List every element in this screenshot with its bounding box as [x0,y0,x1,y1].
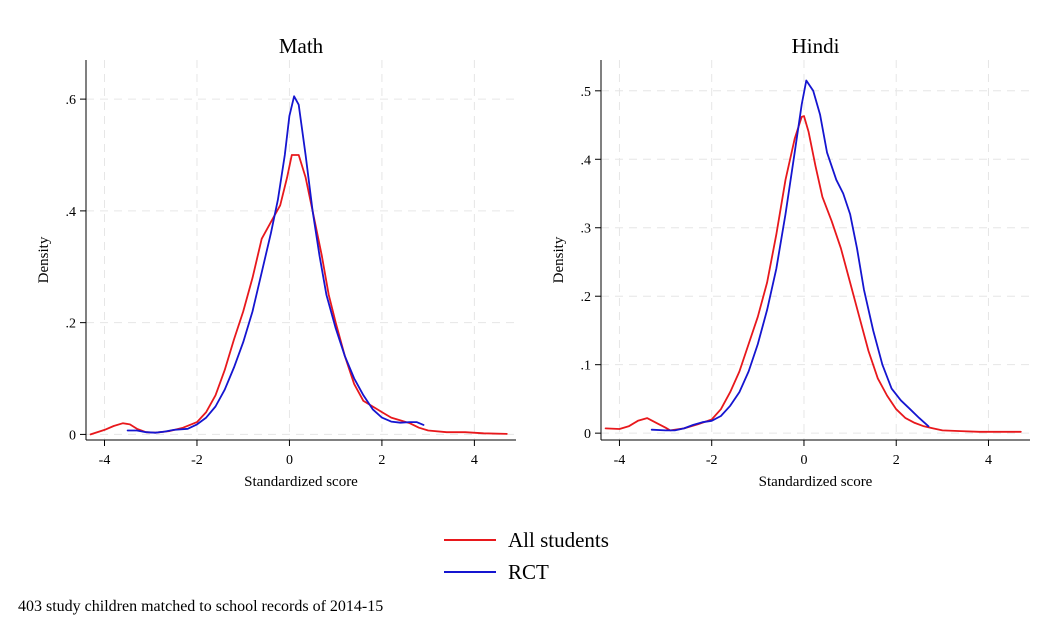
legend-label-rct: RCT [508,559,549,584]
legend-item-all-students: All students [444,524,609,556]
series-line-all-students [604,115,1022,433]
x-tick-label: 0 [800,453,807,468]
y-tick-label: .2 [66,317,77,332]
y-tick-label: .5 [581,85,592,100]
y-tick-label: .6 [66,93,77,108]
legend: All students RCT [444,524,609,588]
y-tick-label: .3 [581,222,592,237]
y-tick-label: 0 [69,428,76,443]
chart-title: Hindi [792,34,840,58]
x-tick-label: 4 [985,453,992,468]
x-axis-label: Standardized score [244,474,358,490]
panel-math: 0 .2 .4 .6 -4 -2 0 2 4 Math Standardized score Dens… [36,34,516,490]
x-tick-label: -2 [706,453,718,468]
y-tick-label: 0 [584,427,591,442]
x-tick-label: -2 [191,453,203,468]
y-axis-label: Density [551,236,567,283]
chart-title: Math [279,34,324,58]
y-axis-label: Density [36,236,52,283]
legend-label-all-students: All students [508,527,609,552]
x-tick-label: 2 [893,453,900,468]
x-tick-label: -4 [614,453,626,468]
series-line-rct [126,95,425,434]
y-tick-label: .4 [581,153,592,168]
x-tick-label: 0 [286,453,293,468]
y-tick-label: .1 [581,359,592,374]
y-tick-label: .4 [66,205,77,220]
y-tick-label: .2 [581,290,592,305]
legend-item-rct: RCT [444,556,609,588]
x-tick-label: -4 [99,453,111,468]
series-line-all-students [89,154,508,436]
x-tick-label: 2 [378,453,385,468]
x-axis-label: Standardized score [759,474,873,490]
figure-note: 403 study children matched to school rec… [18,598,384,615]
legend-swatch-all-students [444,539,496,541]
x-tick-label: 4 [471,453,478,468]
panel-hindi: 0 .1 .2 .3 .4 .5 -4 -2 0 2 4 Hindi Standardized scor… [551,34,1030,490]
legend-swatch-rct [444,571,496,573]
series-line-rct [650,79,930,432]
